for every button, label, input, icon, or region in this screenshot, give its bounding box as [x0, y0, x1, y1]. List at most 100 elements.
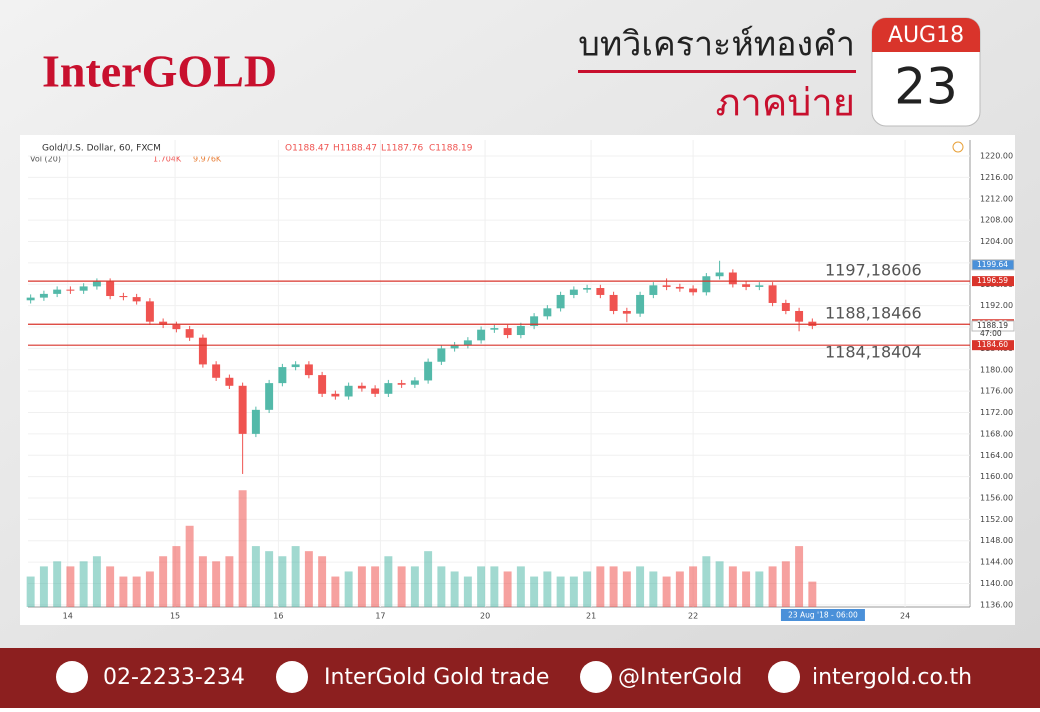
candle-body — [742, 284, 751, 287]
candle-body — [172, 324, 181, 330]
x-tick-label: 15 — [170, 612, 180, 621]
candle-body — [185, 329, 194, 338]
volume-bar — [172, 546, 181, 607]
ohlc-readout: H1188.47 — [333, 144, 377, 154]
volume-bar — [596, 566, 605, 607]
candle-body — [92, 281, 101, 287]
volume-bar — [424, 551, 433, 607]
candle-body — [357, 385, 366, 389]
crosshair-label-bg — [780, 609, 865, 621]
volume-bar — [132, 576, 141, 607]
price-label-bg — [972, 276, 1014, 287]
volume-bar — [344, 571, 353, 607]
candle-body — [662, 285, 671, 287]
volume-bar — [675, 571, 684, 607]
volume-bar — [159, 556, 168, 607]
volume-title: Vol (20) — [30, 155, 61, 164]
volume-bar — [410, 566, 419, 607]
candle-body — [490, 328, 499, 330]
y-tick-label: 1152.00 — [980, 515, 1013, 524]
price-label: 1199.64 — [977, 260, 1008, 269]
volume-bar — [569, 576, 578, 607]
y-tick-label: 1168.00 — [980, 429, 1013, 438]
calendar-top — [872, 18, 980, 52]
candle-body — [596, 288, 605, 295]
y-tick-label: 1172.00 — [980, 408, 1013, 417]
x-tick-label: 21 — [586, 612, 596, 621]
candle-body — [66, 289, 75, 291]
title-underline — [578, 70, 856, 73]
volume-bar — [145, 571, 154, 607]
chart-panel — [20, 135, 1015, 625]
y-tick-label: 1136.00 — [980, 600, 1013, 609]
candle-body — [106, 281, 115, 297]
countdown-label: 47:00 — [980, 329, 1002, 338]
candle-body — [583, 288, 592, 290]
ohlc-readout: O1188.47 — [285, 144, 329, 154]
volume-bar — [609, 566, 618, 607]
candle-body — [556, 294, 565, 309]
volume-bar — [649, 571, 658, 607]
candle-body — [795, 310, 804, 322]
level-note: 1184,18404 — [825, 343, 922, 362]
candle-body — [26, 297, 35, 301]
candle-body — [304, 364, 313, 376]
candle-body — [145, 301, 154, 322]
volume-bar — [689, 566, 698, 607]
volume-bar — [742, 571, 751, 607]
x-tick-label: 24 — [900, 612, 910, 621]
footer-phone: 02-2233-234 — [103, 665, 245, 690]
volume-bar — [728, 566, 737, 607]
candle-body — [450, 345, 459, 349]
volume-bar — [39, 566, 48, 607]
volume-readout: 1.704K — [153, 155, 182, 164]
x-tick-label: 20 — [480, 612, 490, 621]
calendar-day: 23 — [894, 58, 958, 116]
volume-bar — [503, 571, 512, 607]
volume-bar — [583, 571, 592, 607]
candle-body — [225, 377, 234, 386]
candle-body — [622, 310, 631, 314]
x-tick-label: 17 — [375, 612, 385, 621]
volume-readout: 9.976K — [193, 155, 222, 164]
volume-bar — [212, 561, 221, 607]
candle-body — [371, 388, 380, 394]
y-tick-label: 1204.00 — [980, 237, 1013, 246]
alert-icon[interactable] — [952, 141, 964, 153]
x-tick-label: 14 — [63, 612, 73, 621]
candle-body — [675, 286, 684, 289]
x-tick-label: 22 — [688, 612, 698, 621]
volume-bar — [291, 546, 300, 607]
volume-bar — [238, 490, 247, 607]
candle-body — [344, 385, 353, 397]
volume-bar — [530, 576, 539, 607]
price-label-bg — [971, 259, 1015, 271]
volume-bar — [119, 576, 128, 607]
volume-bar — [636, 566, 645, 607]
volume-bar — [781, 561, 790, 607]
volume-bar — [702, 556, 711, 607]
candle-body — [728, 272, 737, 285]
candle-body — [477, 329, 486, 341]
volume-bar — [251, 546, 260, 607]
price-label-bg — [972, 340, 1014, 351]
volume-bar — [318, 556, 327, 607]
candle-body — [569, 289, 578, 295]
volume-bar — [26, 576, 35, 607]
web-icon — [768, 661, 800, 693]
x-tick-label: 16 — [273, 612, 283, 621]
candle-body — [318, 375, 327, 394]
volume-bar — [92, 556, 101, 607]
candle-body — [212, 364, 221, 378]
candle-body — [463, 340, 472, 346]
ohlc-readout: L1187.76 — [381, 144, 424, 154]
candle-body — [39, 293, 48, 298]
y-tick-label: 1140.00 — [980, 579, 1013, 588]
candle-body — [424, 361, 433, 381]
volume-bar — [477, 566, 486, 607]
volume-bar — [331, 576, 340, 607]
volume-bar — [490, 566, 499, 607]
volume-bar — [795, 546, 804, 607]
candle-body — [702, 276, 711, 293]
y-tick-label: 1212.00 — [980, 194, 1013, 203]
